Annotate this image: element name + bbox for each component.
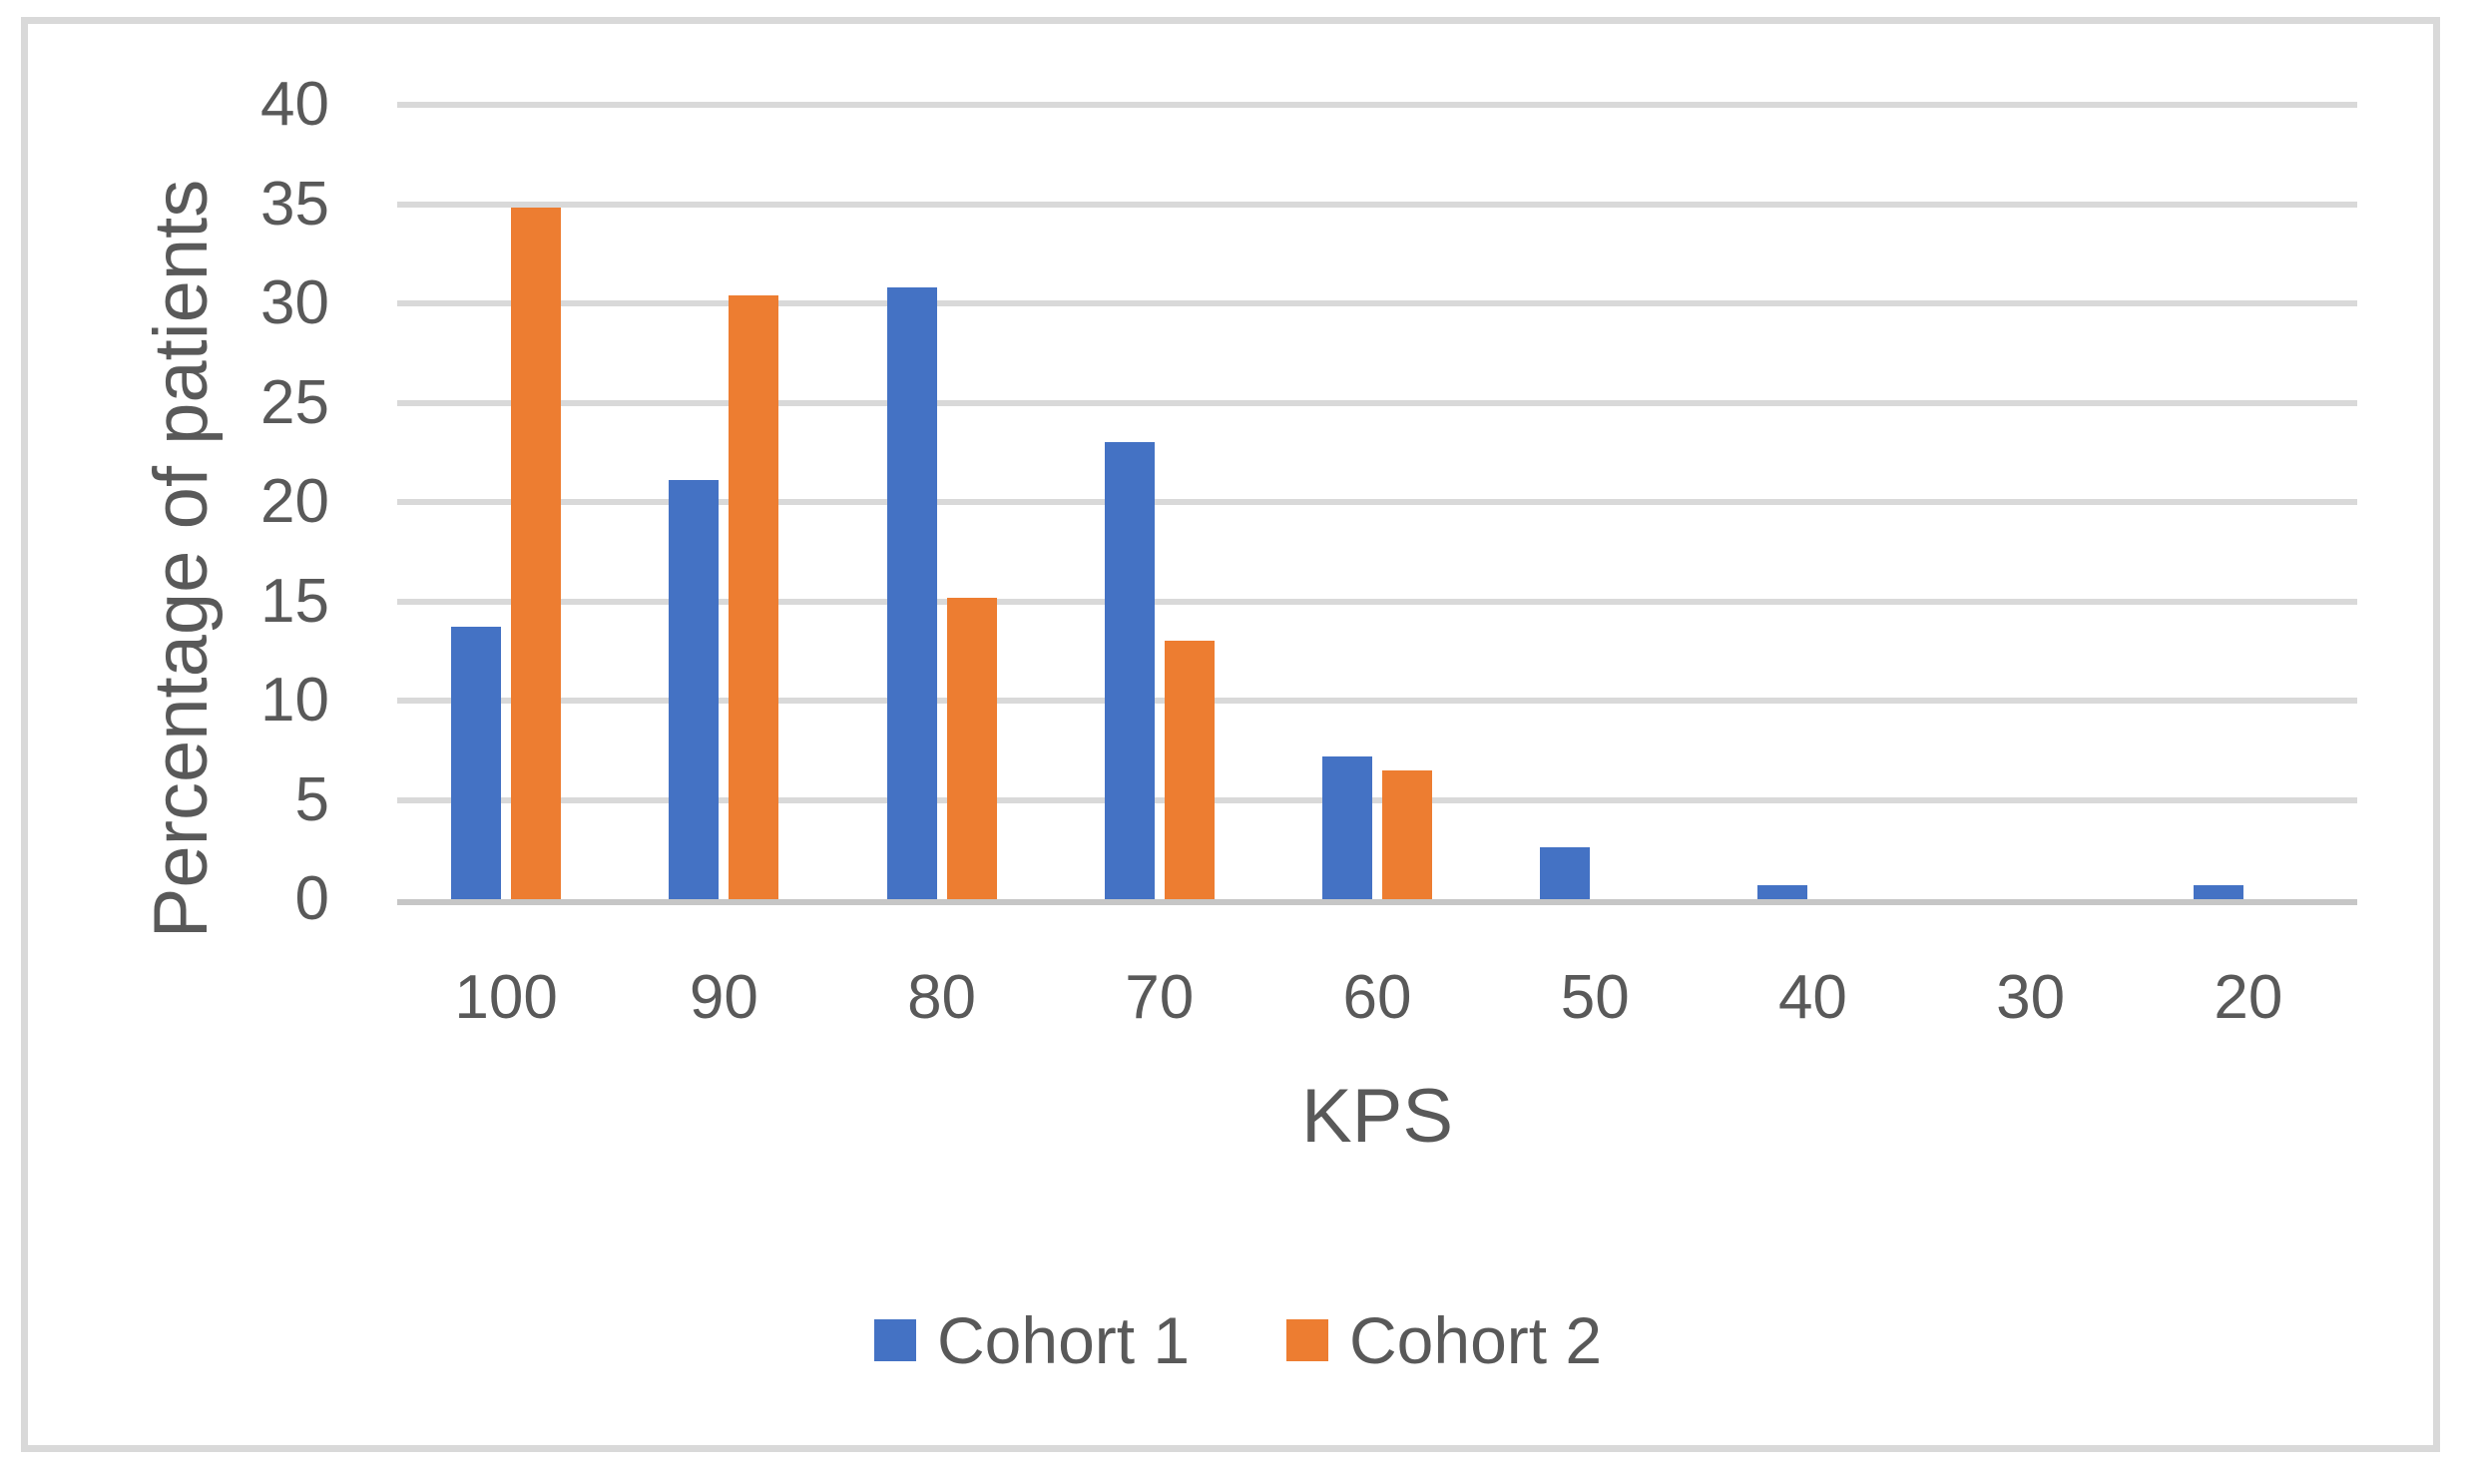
legend-label-cohort-1: Cohort 1 — [937, 1303, 1191, 1377]
x-axis-title: KPS — [1300, 1074, 1454, 1159]
legend-swatch-cohort-2-icon — [1286, 1319, 1328, 1361]
bar-cohort-2-kps-70 — [1164, 641, 1215, 899]
x-tick-label-20: 20 — [2214, 963, 2283, 1032]
gridline-40 — [397, 102, 2357, 108]
bar-cohort-1-kps-80 — [886, 287, 937, 899]
bar-cohort-1-kps-100 — [451, 627, 502, 899]
bar-cohort-2-kps-90 — [729, 295, 779, 899]
gridline-20 — [397, 499, 2357, 505]
y-tick-label-0: 0 — [294, 864, 329, 933]
y-tick-label-5: 5 — [294, 764, 329, 834]
legend-item-cohort-2: Cohort 2 — [1286, 1307, 1602, 1373]
x-tick-label-90: 90 — [689, 963, 758, 1032]
x-tick-label-70: 70 — [1125, 963, 1195, 1032]
x-tick-label-100: 100 — [454, 963, 558, 1032]
y-tick-label-20: 20 — [260, 467, 329, 536]
bar-cohort-1-kps-90 — [669, 480, 720, 899]
bar-cohort-1-kps-40 — [1757, 885, 1808, 899]
bar-cohort-1-kps-70 — [1104, 442, 1155, 899]
gridline-35 — [397, 201, 2357, 208]
y-tick-label-25: 25 — [260, 367, 329, 437]
y-tick-label-15: 15 — [260, 566, 329, 636]
gridline-30 — [397, 300, 2357, 306]
y-tick-label-30: 30 — [260, 268, 329, 337]
x-tick-label-80: 80 — [907, 963, 977, 1032]
chart-frame-border — [21, 17, 2440, 1452]
legend-item-cohort-1: Cohort 1 — [874, 1307, 1190, 1373]
bar-cohort-2-kps-60 — [1382, 770, 1432, 899]
x-tick-label-50: 50 — [1560, 963, 1630, 1032]
gridline-10 — [397, 698, 2357, 704]
gridline-5 — [397, 796, 2357, 803]
y-tick-label-10: 10 — [260, 666, 329, 735]
bar-cohort-1-kps-20 — [2193, 885, 2243, 899]
bar-cohort-1-kps-50 — [1540, 847, 1591, 899]
x-tick-label-60: 60 — [1342, 963, 1412, 1032]
y-axis-title: Percentage of patients — [139, 179, 224, 939]
bar-cohort-2-kps-80 — [946, 598, 997, 899]
x-tick-label-40: 40 — [1777, 963, 1847, 1032]
gridline-25 — [397, 399, 2357, 406]
legend-label-cohort-2: Cohort 2 — [1349, 1303, 1603, 1377]
x-tick-label-30: 30 — [1996, 963, 2066, 1032]
bar-cohort-1-kps-60 — [1322, 756, 1372, 899]
bar-cohort-2-kps-100 — [511, 208, 562, 899]
gridline-15 — [397, 598, 2357, 605]
y-tick-label-40: 40 — [260, 70, 329, 139]
legend-swatch-cohort-1-icon — [874, 1319, 916, 1361]
y-tick-label-35: 35 — [260, 169, 329, 239]
x-axis-line — [397, 899, 2357, 905]
